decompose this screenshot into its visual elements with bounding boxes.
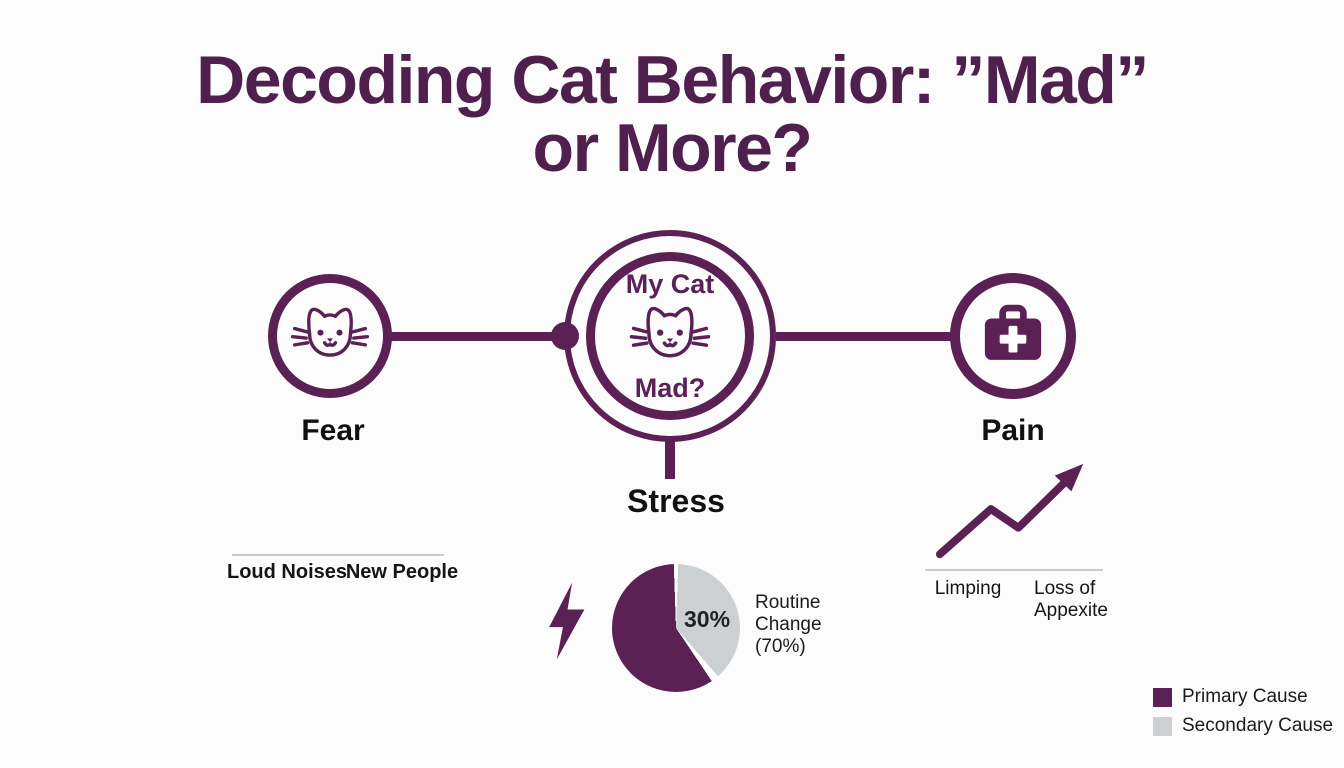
line-chart-axis	[925, 569, 1103, 571]
legend-swatch-primary	[1153, 687, 1172, 707]
center-node-circle: My Cat Mad?	[586, 252, 754, 420]
fear-node-circle	[268, 274, 392, 398]
legend: Primary Cause Secondary Cause	[1153, 686, 1333, 737]
connector-line-left	[390, 332, 552, 341]
rising-trend-arrow	[928, 458, 1100, 566]
page-title-line-2: or More?	[532, 110, 813, 186]
legend-label-secondary: Secondary Cause	[1182, 715, 1334, 736]
bar-chart-axis	[232, 554, 444, 556]
pie-side-annotation: Routine Change (70%)	[755, 592, 822, 658]
bar-label-new-people: New People	[345, 561, 459, 583]
legend-label-primary: Primary Cause	[1182, 686, 1308, 707]
legend-item-primary: Primary Cause	[1153, 686, 1333, 708]
legend-swatch-secondary	[1153, 716, 1172, 736]
connector-line-right	[776, 332, 952, 341]
page-title-line-1: Decoding Cat Behavior: ”Mad”	[196, 42, 1149, 118]
stress-label: Stress	[627, 483, 725, 519]
stress-pie-chart	[612, 564, 740, 692]
connector-line-down	[665, 440, 675, 479]
line-label-loss-of-appetite: Loss of Appexite	[1034, 578, 1108, 622]
cat-face-icon	[627, 299, 713, 374]
legend-item-secondary: Secondary Cause	[1153, 715, 1333, 737]
center-node-text-top: My Cat	[625, 269, 715, 300]
center-node-text-bottom: Mad?	[634, 372, 706, 403]
page-title: Decoding Cat Behavior: ”Mad” or More?	[0, 46, 1344, 182]
cat-face-icon	[289, 300, 371, 373]
lightning-bolt-icon	[543, 582, 589, 660]
pie-slice-percentage-label: 30%	[684, 606, 731, 632]
bar-loud-noises	[256, 491, 302, 554]
fear-label: Fear	[301, 414, 365, 447]
first-aid-kit-icon	[976, 300, 1050, 373]
line-label-limping: Limping	[934, 578, 1002, 599]
pain-label: Pain	[981, 414, 1045, 447]
center-node-outer-ring	[564, 230, 776, 442]
pain-node-circle	[950, 273, 1076, 399]
bar-new-people	[377, 511, 422, 554]
bar-label-loud-noises: Loud Noises	[226, 561, 347, 583]
